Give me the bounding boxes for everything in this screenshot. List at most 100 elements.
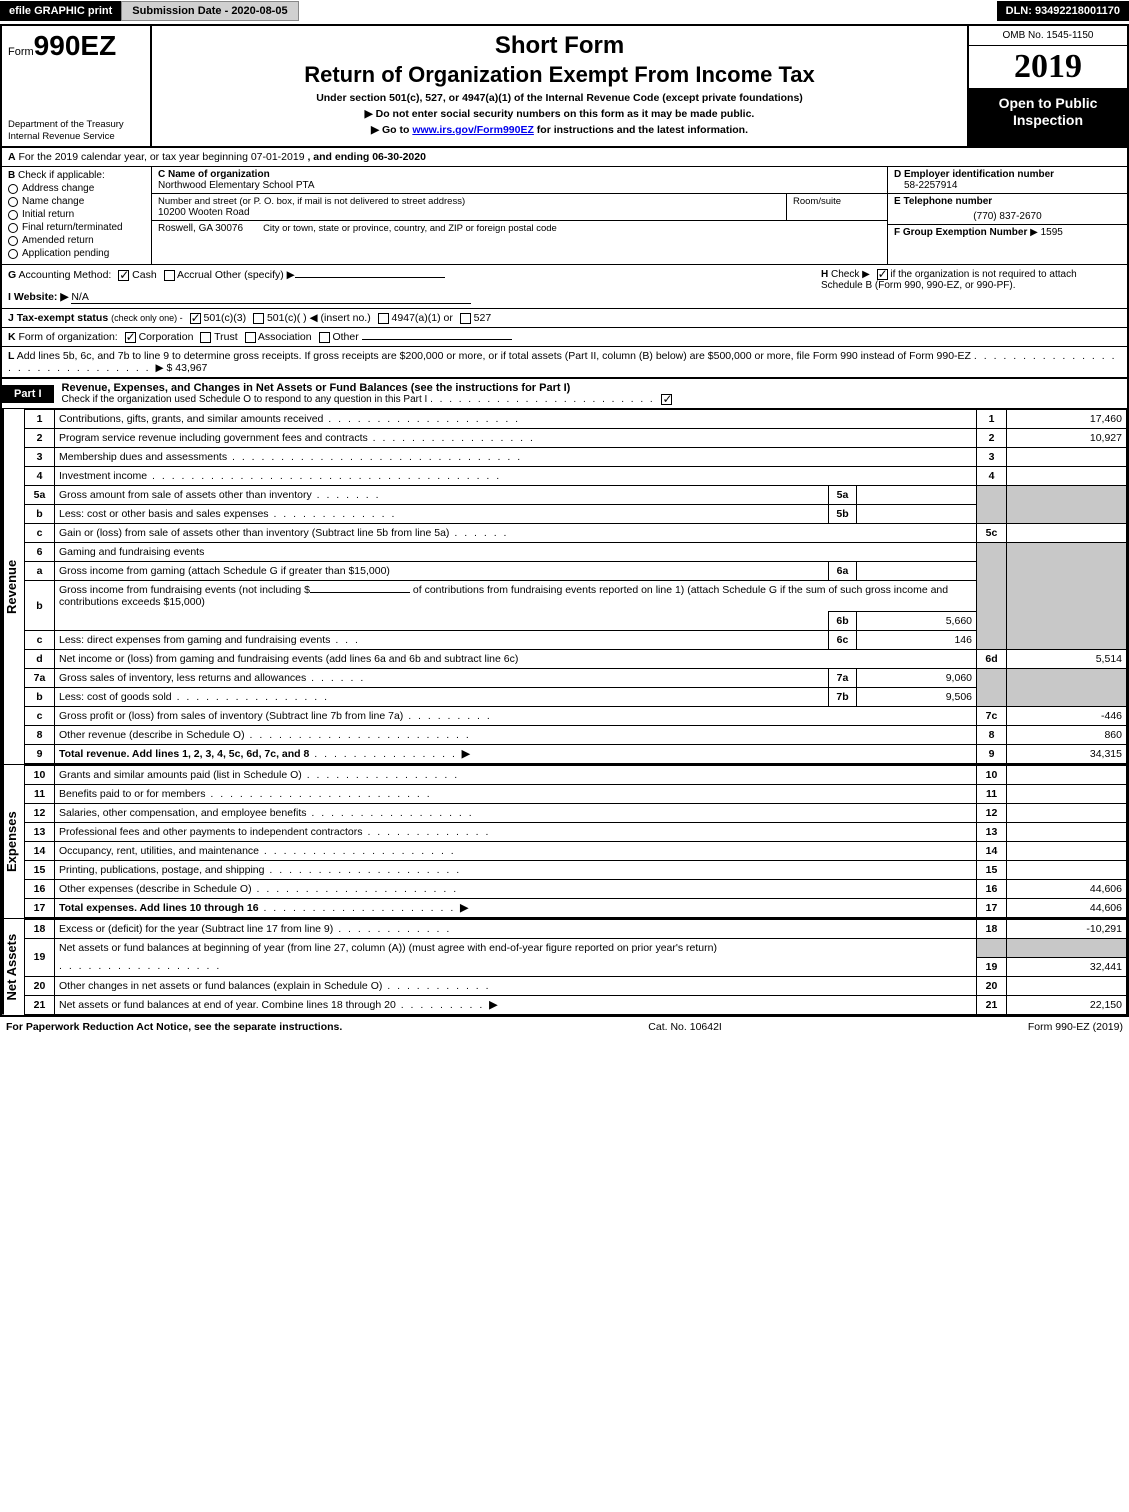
chk-schedule-o[interactable] (661, 394, 672, 405)
table-row: 2 Program service revenue including gove… (25, 429, 1127, 448)
chk-final-return[interactable] (8, 223, 18, 233)
chk-initial-return[interactable] (8, 210, 18, 220)
table-row: 18Excess or (deficit) for the year (Subt… (25, 920, 1127, 939)
chk-501c3[interactable] (190, 313, 201, 324)
table-row: 12Salaries, other compensation, and empl… (25, 804, 1127, 823)
fundraising-excl-input[interactable] (310, 592, 410, 593)
chk-cash[interactable] (118, 270, 129, 281)
table-row: b Gross income from fundraising events (… (25, 581, 1127, 612)
efile-print-button[interactable]: efile GRAPHIC print (0, 1, 121, 21)
val-1: 17,460 (1007, 410, 1127, 429)
chk-amended-return[interactable] (8, 236, 18, 246)
table-row: 6b 5,660 (25, 612, 1127, 631)
footer-left: For Paperwork Reduction Act Notice, see … (6, 1021, 342, 1033)
accounting-other-input[interactable] (295, 277, 445, 278)
group-exempt-label: F Group Exemption Number (894, 227, 1027, 238)
chk-address-change[interactable] (8, 184, 18, 194)
table-row: 16Other expenses (describe in Schedule O… (25, 880, 1127, 899)
omb-number: OMB No. 1545-1150 (969, 26, 1127, 46)
table-row: b Less: cost of goods sold . . . . . . .… (25, 688, 1127, 707)
val-9: 34,315 (1007, 745, 1127, 764)
irs-link[interactable]: www.irs.gov/Form990EZ (412, 124, 534, 136)
table-row: c Less: direct expenses from gaming and … (25, 631, 1127, 650)
expenses-table: 10Grants and similar amounts paid (list … (24, 765, 1127, 918)
val-4 (1007, 467, 1127, 486)
dept-treasury: Department of the Treasury (8, 119, 144, 130)
val-3 (1007, 448, 1127, 467)
netassets-side-label: Net Assets (2, 919, 24, 1015)
table-row: 20Other changes in net assets or fund ba… (25, 976, 1127, 995)
table-row: 15Printing, publications, postage, and s… (25, 861, 1127, 880)
val-6c: 146 (857, 631, 977, 650)
short-form-title: Short Form (162, 32, 957, 60)
chk-501c[interactable] (253, 313, 264, 324)
table-row: d Net income or (loss) from gaming and f… (25, 650, 1127, 669)
main-title: Return of Organization Exempt From Incom… (162, 62, 957, 88)
addr-value: 10200 Wooten Road (158, 207, 780, 218)
chk-accrual[interactable] (164, 270, 175, 281)
phone-label: E Telephone number (894, 196, 992, 207)
ein-label: D Employer identification number (894, 169, 1054, 180)
line-l-text: Add lines 5b, 6c, and 7b to line 9 to de… (17, 350, 971, 362)
table-row: c Gain or (loss) from sale of assets oth… (25, 524, 1127, 543)
chk-application-pending[interactable] (8, 249, 18, 259)
chk-association[interactable] (245, 332, 256, 343)
other-org-input[interactable] (362, 339, 512, 340)
table-row: 3 Membership dues and assessments . . . … (25, 448, 1127, 467)
group-exempt-value: ▶ 1595 (1030, 227, 1063, 238)
table-row: 8 Other revenue (describe in Schedule O)… (25, 726, 1127, 745)
val-6d: 5,514 (1007, 650, 1127, 669)
tax-year: 2019 (1014, 48, 1082, 85)
tax-exempt-label: Tax-exempt status (17, 312, 108, 324)
val-17: 44,606 (1007, 899, 1127, 918)
val-13 (1007, 823, 1127, 842)
form-number-block: Form990EZ (8, 30, 144, 62)
dln-button[interactable]: DLN: 93492218001170 (997, 1, 1129, 21)
open-public-l1: Open to Public (973, 95, 1123, 112)
phone-value: (770) 837-2670 (894, 207, 1121, 222)
chk-corporation[interactable] (125, 332, 136, 343)
table-row: 10Grants and similar amounts paid (list … (25, 766, 1127, 785)
section-b: B Check if applicable: Address change Na… (2, 167, 152, 264)
website-label: Website: ▶ (14, 291, 69, 303)
table-row: 7a Gross sales of inventory, less return… (25, 669, 1127, 688)
chk-name-change[interactable] (8, 197, 18, 207)
accounting-label: Accounting Method: (19, 269, 112, 281)
chk-schedule-b[interactable] (877, 269, 888, 280)
val-8: 860 (1007, 726, 1127, 745)
chk-trust[interactable] (200, 332, 211, 343)
val-15 (1007, 861, 1127, 880)
val-7a: 9,060 (857, 669, 977, 688)
page-footer: For Paperwork Reduction Act Notice, see … (0, 1017, 1129, 1037)
table-row: 17Total expenses. Add lines 10 through 1… (25, 899, 1127, 918)
table-row: 11Benefits paid to or for members . . . … (25, 785, 1127, 804)
form-number: 990EZ (34, 30, 117, 61)
val-2: 10,927 (1007, 429, 1127, 448)
table-row: b Less: cost or other basis and sales ex… (25, 505, 1127, 524)
table-row: 5a Gross amount from sale of assets othe… (25, 486, 1127, 505)
val-16: 44,606 (1007, 880, 1127, 899)
part1-sub: Check if the organization used Schedule … (62, 394, 428, 405)
dept-irs: Internal Revenue Service (8, 131, 144, 142)
revenue-table: 1 Contributions, gifts, grants, and simi… (24, 409, 1127, 764)
val-7b: 9,506 (857, 688, 977, 707)
chk-4947[interactable] (378, 313, 389, 324)
part1-header: Part I Revenue, Expenses, and Changes in… (2, 377, 1127, 409)
org-name-label: C Name of organization (158, 169, 877, 180)
part1-badge: Part I (2, 385, 54, 403)
val-5c (1007, 524, 1127, 543)
val-19: 32,441 (1007, 957, 1127, 976)
table-row: a Gross income from gaming (attach Sched… (25, 562, 1127, 581)
table-row: 1 Contributions, gifts, grants, and simi… (25, 410, 1127, 429)
form-header: Form990EZ Department of the Treasury Int… (2, 26, 1127, 148)
chk-527[interactable] (460, 313, 471, 324)
footer-right: Form 990-EZ (2019) (1028, 1021, 1123, 1033)
table-row: 9 Total revenue. Add lines 1, 2, 3, 4, 5… (25, 745, 1127, 764)
submission-date-button[interactable]: Submission Date - 2020-08-05 (121, 1, 298, 21)
city-label: City or town, state or province, country… (263, 223, 557, 234)
addr-label: Number and street (or P. O. box, if mail… (158, 196, 780, 207)
chk-other-org[interactable] (319, 332, 330, 343)
table-row: . . . . . . . . . . . . . . . . .1932,44… (25, 957, 1127, 976)
table-row: 21Net assets or fund balances at end of … (25, 995, 1127, 1014)
form-container: Form990EZ Department of the Treasury Int… (0, 24, 1129, 1017)
